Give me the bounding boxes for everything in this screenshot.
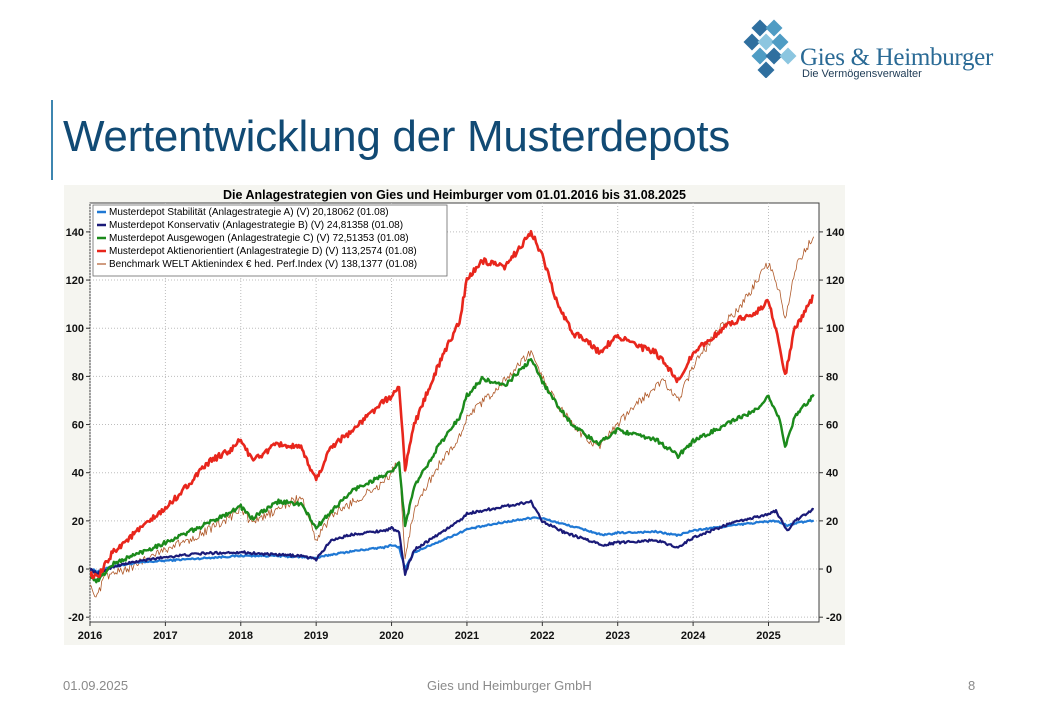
series-line (90, 499, 815, 577)
footer-company: Gies und Heimburger GmbH (427, 678, 592, 693)
x-tick-label: 2022 (530, 630, 554, 642)
y-tick-label-right: 40 (826, 468, 838, 480)
y-tick-label-right: 80 (826, 371, 838, 383)
title-accent-bar (51, 100, 53, 180)
logo-tagline: Die Vermögensverwalter (802, 68, 922, 80)
y-tick-label-right: 120 (826, 275, 844, 287)
logo-cubes-icon (743, 19, 797, 78)
y-tick-label-left: 140 (66, 227, 84, 239)
logo-cube (757, 61, 775, 78)
y-tick-label-left: 40 (72, 468, 84, 480)
x-tick-label: 2018 (229, 630, 253, 642)
x-tick-label: 2023 (605, 630, 629, 642)
y-tick-label-left: 120 (66, 275, 84, 287)
x-tick-label: 2019 (304, 630, 328, 642)
legend-label: Musterdepot Konservativ (Anlagestrategie… (109, 220, 403, 231)
logo-cube (757, 33, 775, 51)
y-tick-label-left: -20 (68, 612, 84, 624)
x-tick-label: 2016 (78, 630, 102, 642)
y-tick-label-right: 0 (826, 564, 832, 576)
footer-date: 01.09.2025 (63, 678, 129, 693)
y-tick-label-right: 20 (826, 516, 838, 528)
logo-cube (779, 47, 797, 65)
page-number: 8 (968, 678, 976, 693)
legend-label: Benchmark WELT Aktienindex € hed. Perf.I… (109, 259, 417, 270)
y-tick-label-right: 140 (826, 227, 844, 239)
y-tick-label-right: 100 (826, 323, 844, 335)
slide-title: Wertentwicklung der Musterdepots (63, 112, 731, 161)
logo-cube (771, 33, 789, 51)
series-line (90, 358, 815, 584)
chart-legend: Musterdepot Stabilität (Anlagestrategie … (92, 204, 448, 277)
logo-cube (751, 47, 769, 65)
chart-svg: Die Anlagestrategien von Gies und Heimbu… (64, 185, 845, 645)
y-tick-label-left: 0 (78, 564, 84, 576)
x-tick-label: 2020 (379, 630, 403, 642)
x-tick-label: 2025 (756, 630, 780, 642)
x-tick-label: 2017 (153, 630, 177, 642)
series-line (90, 236, 815, 598)
performance-chart: Die Anlagestrategien von Gies und Heimbu… (64, 185, 845, 645)
logo-name: Gies & Heimburger (800, 44, 994, 71)
company-logo: Gies & Heimburger Die Vermögensverwalter (738, 18, 998, 82)
legend-label: Musterdepot Aktienorientiert (Anlagestra… (109, 246, 417, 257)
legend-label: Musterdepot Ausgewogen (Anlagestrategie … (109, 233, 409, 244)
y-tick-label-left: 100 (66, 323, 84, 335)
logo-cube (765, 47, 783, 65)
legend-label: Musterdepot Stabilität (Anlagestrategie … (109, 207, 389, 218)
logo-cube (743, 33, 761, 51)
y-tick-label-left: 80 (72, 371, 84, 383)
series-line (90, 229, 815, 580)
y-tick-label-right: 60 (826, 420, 838, 432)
logo-cube (765, 19, 783, 37)
x-tick-label: 2021 (455, 630, 479, 642)
y-tick-label-right: -20 (826, 612, 842, 624)
series-line (90, 516, 815, 574)
chart-title: Die Anlagestrategien von Gies und Heimbu… (223, 188, 686, 202)
legend-box (92, 204, 448, 277)
x-tick-label: 2024 (681, 630, 706, 642)
logo-cube (751, 19, 769, 37)
y-tick-label-left: 60 (72, 420, 84, 432)
y-tick-label-left: 20 (72, 516, 84, 528)
